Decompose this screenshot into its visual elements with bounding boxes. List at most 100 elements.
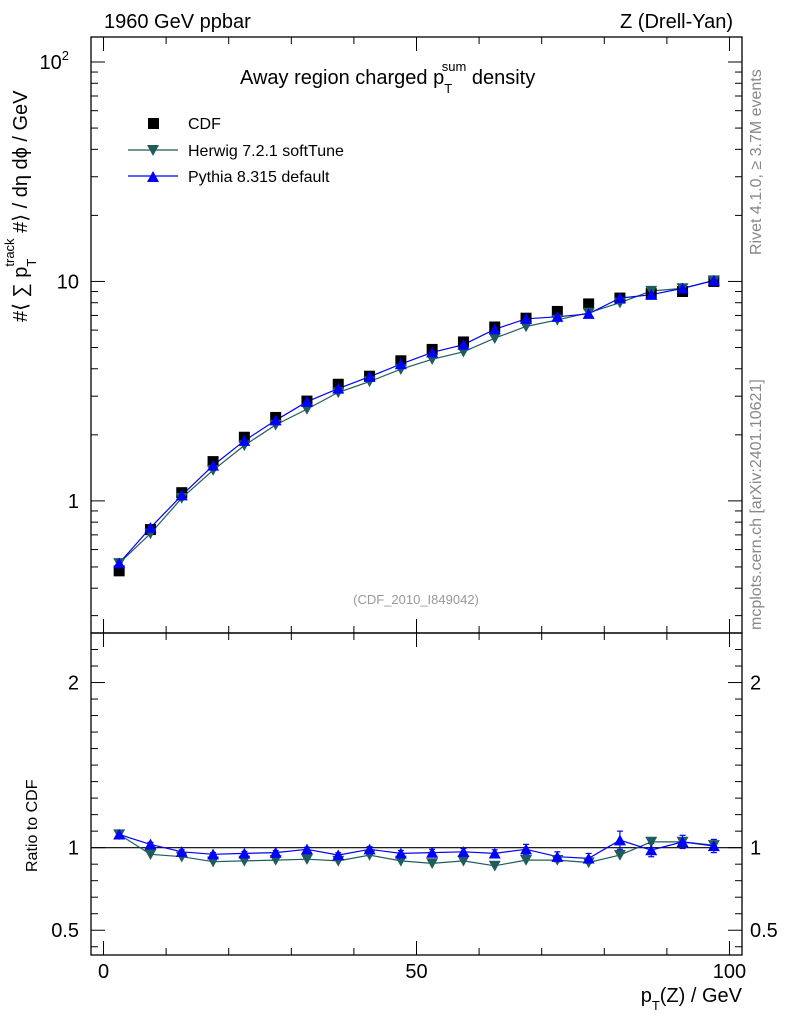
pythia-ratio-line (119, 833, 714, 860)
legend-entry-cdf: CDF (148, 116, 221, 133)
beam-energy-label: 1960 GeV ppbar (104, 11, 251, 33)
pythia-main-point (144, 521, 157, 533)
herwig-ratio-point (300, 854, 313, 865)
pythia-ratio-point (300, 843, 313, 855)
x-label-main: p (641, 985, 652, 1007)
main-y-axis-label: #⟨ ∑ pTtrack #⟩ / dη dϕ / GeV (2, 90, 39, 322)
pythia-main-point (113, 557, 126, 569)
x-label-tail: (Z) / GeV (660, 985, 743, 1007)
pythia-ratio-point (582, 852, 595, 864)
pythia-main-point (175, 489, 188, 501)
plot-title-tail: density (466, 67, 535, 89)
pythia-ratio-point (645, 844, 658, 856)
pythia-ratio-point (238, 847, 251, 859)
pythia-main-line (118, 279, 714, 564)
pythia-ratio-point (707, 840, 720, 852)
pythia-main-point (332, 382, 345, 394)
pythia-ratio-point (676, 836, 689, 847)
legend-marker-cdf (148, 118, 159, 129)
cdf-data-point (583, 298, 595, 310)
herwig-ratio-point (613, 849, 626, 861)
pythia-main-point (676, 282, 689, 294)
pythia-ratio-point (613, 834, 626, 846)
pythia-ratio-point (426, 846, 439, 858)
ratio-y-tick-label-left: 1 (68, 838, 79, 860)
ratio-y-axis-label: Ratio to CDF (24, 779, 41, 872)
pythia-ratio-point (144, 838, 157, 850)
herwig-ratio-point (520, 854, 533, 866)
ratio-y-tick-label-right: 1 (750, 838, 761, 860)
ratio-panel-frame (90, 632, 743, 956)
pythia-main-point (394, 358, 407, 370)
herwig-main-line (118, 279, 714, 564)
legend-label-cdf: CDF (188, 116, 221, 133)
pythia-ratio-point (520, 843, 533, 855)
pythia-ratio-point (363, 843, 376, 855)
pythia-ratio-point (269, 846, 282, 858)
ratio-y-tick-label-right: 0.5 (750, 920, 778, 942)
pythia-ratio-point (207, 848, 220, 860)
plot-title-main: Away region charged p (240, 67, 444, 89)
herwig-ratio-point (488, 860, 501, 872)
legend-entry-pythia: Pythia 8.315 default (128, 169, 330, 186)
legend-entry-herwig: Herwig 7.2.1 softTune (128, 143, 344, 160)
main-y-tick-label: 10 (57, 271, 79, 293)
main-y-tick-label: 102 (40, 48, 69, 74)
pythia-ratio-point (332, 849, 345, 861)
pythia-main-point (269, 414, 282, 426)
ratio-y-tick-label-left: 2 (68, 673, 79, 695)
plot-title-sup: sum (442, 59, 467, 74)
pythia-main-point (457, 338, 470, 350)
legend-marker-herwig (147, 145, 159, 156)
pythia-ratio-point (175, 846, 188, 857)
pythia-main-point (363, 371, 376, 382)
herwig-ratio-point (645, 836, 658, 848)
plot-title-sub: T (444, 81, 452, 96)
pythia-ratio-point (457, 846, 470, 857)
x-axis-label: pT(Z) / GeV (641, 985, 743, 1013)
pythia-main-point (300, 396, 313, 407)
pythia-main-point (520, 313, 533, 324)
herwig-ratio-point (426, 858, 439, 870)
pythia-main-point (707, 274, 720, 286)
pythia-main-point (613, 292, 626, 304)
x-tick-label: 0 (98, 961, 109, 983)
pythia-ratio-point (394, 847, 407, 859)
cdf-data-point (113, 565, 125, 577)
herwig-main-point (520, 321, 533, 333)
pythia-main-point (645, 289, 658, 300)
herwig-ratio-point (144, 849, 157, 860)
ratio-y-tick-label-left: 0.5 (51, 920, 79, 942)
ratio-y-tick-label-right: 2 (750, 673, 761, 695)
process-label: Z (Drell-Yan) (620, 11, 733, 33)
y-label-sup: track (2, 238, 17, 267)
analysis-id-label: (CDF_2010_I849042) (353, 592, 479, 607)
herwig-ratio-point (457, 855, 470, 867)
pythia-main-point (207, 459, 220, 471)
herwig-ratio-line (118, 833, 714, 867)
pythia-ratio-point (488, 847, 501, 859)
rivet-version-label: Rivet 4.1.0, ≥ 3.7M events (748, 69, 765, 255)
x-label-sub: T (652, 998, 660, 1013)
mcplots-label: mcplots.cern.ch [arXiv:2401.10621] (748, 379, 765, 630)
axes-layer: 0 50 100 1 10 102 0.5 0.5 1 1 2 2 (40, 37, 778, 983)
data-layer (113, 274, 720, 872)
pythia-main-point (582, 308, 595, 319)
legend-label-herwig: Herwig 7.2.1 softTune (188, 143, 344, 160)
pythia-ratio-point (113, 828, 126, 840)
pythia-main-point (488, 323, 501, 335)
main-y-tick-label: 1 (68, 491, 79, 513)
plot-title: Away region charged pTsum density (240, 59, 535, 96)
y-label-sub: T (24, 259, 39, 267)
x-tick-label: 100 (713, 961, 746, 983)
legend-label-pythia: Pythia 8.315 default (188, 169, 330, 186)
herwig-main-point (488, 333, 501, 344)
main-y-tick-exponent: 2 (62, 48, 69, 63)
legend-marker-pythia (147, 171, 159, 182)
y-label-pre: #⟨ ∑ p (10, 267, 32, 322)
legend: CDF Herwig 7.2.1 softTune Pythia 8.315 d… (128, 116, 344, 186)
pythia-main-point (551, 311, 564, 322)
x-tick-label: 50 (405, 961, 427, 983)
pythia-ratio-point (551, 851, 564, 862)
